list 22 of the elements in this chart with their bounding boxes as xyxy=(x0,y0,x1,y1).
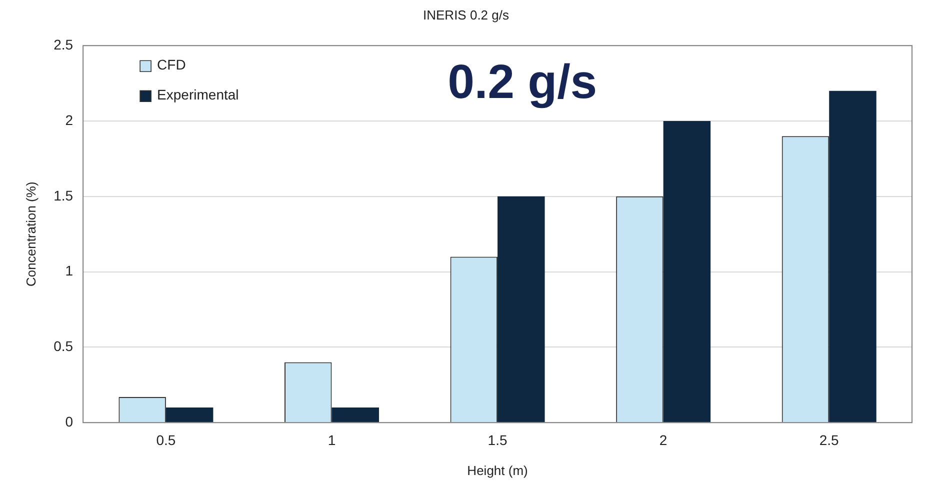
legend-label: Experimental xyxy=(157,86,239,102)
bar xyxy=(663,121,711,422)
bar xyxy=(166,408,214,422)
y-tick-label: 1 xyxy=(65,262,74,279)
y-tick-label: 0.5 xyxy=(54,338,74,354)
x-tick-label: 1 xyxy=(328,432,336,448)
y-tick-label: 2 xyxy=(65,112,74,128)
y-axis-title: Concentration (%) xyxy=(23,182,38,286)
x-tick-label: 1.5 xyxy=(488,432,508,448)
annotation: 0.2 g/s xyxy=(448,56,598,109)
y-tick-label: 0 xyxy=(65,413,74,430)
x-axis-title: Height (m) xyxy=(467,462,528,478)
y-tick-label: 2.5 xyxy=(54,36,74,52)
chart-title: INERIS 0.2 g/s xyxy=(423,7,510,22)
x-tick-label: 2 xyxy=(659,432,668,448)
legend-label: CFD xyxy=(157,56,186,72)
y-tick-label: 1.5 xyxy=(54,187,74,204)
bar xyxy=(498,196,545,422)
bar xyxy=(332,408,379,422)
bar xyxy=(829,90,876,422)
x-tick-label: 2.5 xyxy=(819,432,840,448)
x-tick-label: 0.5 xyxy=(156,432,176,448)
